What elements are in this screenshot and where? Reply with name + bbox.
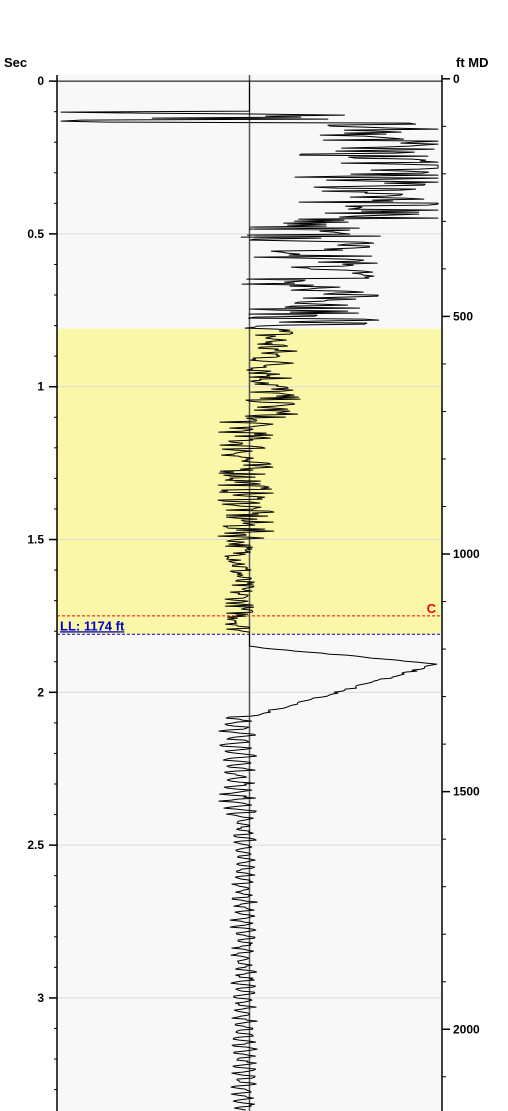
left-tick-label: 1	[37, 380, 44, 394]
left-tick-label: 0.5	[27, 227, 44, 241]
right-tick-label: 1500	[453, 785, 480, 799]
right-tick-label: 2000	[453, 1022, 480, 1036]
left-tick-label: 2.5	[27, 838, 44, 852]
left-tick-label: 1.5	[27, 533, 44, 547]
trace-layer	[57, 75, 443, 1111]
right-tick-label: 500	[453, 309, 473, 323]
right-tick-label: 1000	[453, 547, 480, 561]
left-tick-label: 3	[37, 991, 44, 1005]
axes-layer: 0 0.5 1 1.5 2 2.5 3 0 500 1000 1500 2000	[27, 72, 480, 1111]
right-tick-label: 0	[453, 72, 460, 86]
left-axis-title: Sec	[4, 55, 27, 70]
marker-label: C	[427, 601, 437, 616]
right-axis-title: ft MD	[456, 55, 489, 70]
marker-label: LL: 1174 ft	[60, 618, 125, 633]
left-tick-label: 0	[37, 74, 44, 88]
left-tick-label: 2	[37, 685, 44, 699]
trace-line	[57, 80, 443, 1111]
